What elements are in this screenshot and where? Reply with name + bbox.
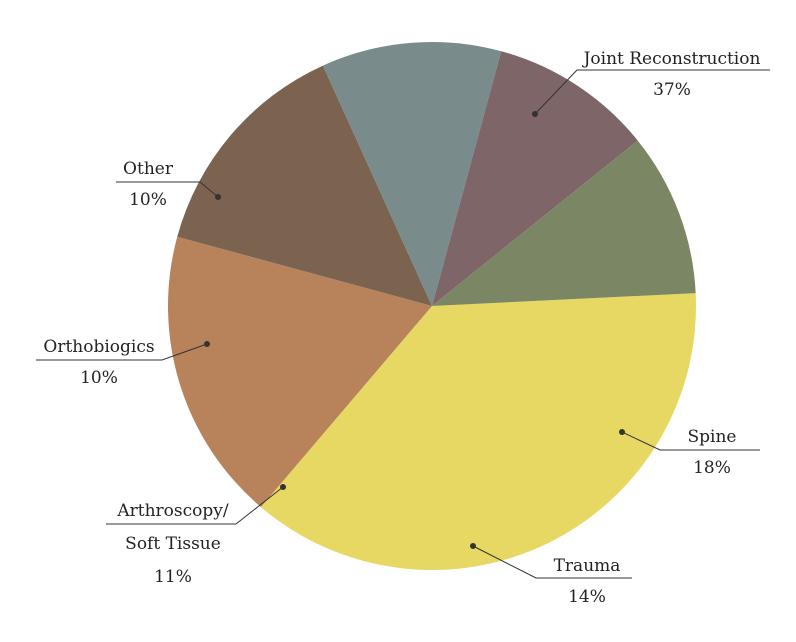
pie-slice-spine bbox=[168, 236, 432, 508]
pie-slice-other bbox=[432, 140, 696, 306]
leader-dot-joint-reconstruction bbox=[532, 111, 538, 117]
leader-dot-spine bbox=[619, 429, 625, 435]
slice-label-orthobiogics: Orthobiogics bbox=[43, 337, 154, 357]
leader-dot-orthobiogics bbox=[204, 341, 210, 347]
leader-lines bbox=[36, 69, 770, 579]
leader-line-trauma bbox=[472, 545, 632, 579]
slice-label-other: Other bbox=[123, 159, 174, 179]
slice-label-arthroscopy-soft-tissue-line-2: Soft Tissue bbox=[125, 534, 221, 554]
pie-slice-joint-reconstruction bbox=[260, 293, 696, 570]
slice-value-orthobiogics: 10% bbox=[80, 368, 118, 388]
slice-value-trauma: 14% bbox=[568, 587, 606, 607]
slice-label-spine: Spine bbox=[688, 427, 737, 447]
slice-labels: Joint Reconstruction 37% Spine 18% Trauma 14%… bbox=[43, 49, 760, 607]
pie-slice-trauma bbox=[177, 65, 432, 306]
slice-value-other: 10% bbox=[129, 190, 167, 210]
leader-dot-arthroscopy-soft-tissue bbox=[280, 484, 286, 490]
pie-slice-orthobiogics bbox=[432, 51, 638, 306]
leader-dot-other bbox=[215, 194, 221, 200]
slice-label-joint-reconstruction: Joint Reconstruction bbox=[582, 49, 761, 69]
slice-label-arthroscopy-soft-tissue-line-1: Arthroscopy/ bbox=[116, 501, 229, 521]
leader-line-other bbox=[116, 181, 219, 198]
pie-slices bbox=[168, 42, 696, 570]
leader-line-spine bbox=[621, 431, 760, 451]
slice-value-joint-reconstruction: 37% bbox=[653, 80, 691, 100]
leader-dot-trauma bbox=[470, 543, 476, 549]
leader-line-arthroscopy-soft-tissue bbox=[106, 486, 284, 525]
leader-line-orthobiogics bbox=[36, 343, 208, 361]
leader-line-joint-reconstruction bbox=[534, 69, 770, 115]
slice-value-spine: 18% bbox=[693, 458, 731, 478]
slice-label-trauma: Trauma bbox=[554, 556, 621, 576]
pie-slice-arthroscopy-soft-tissue bbox=[322, 42, 502, 307]
slice-value-arthroscopy-soft-tissue: 11% bbox=[154, 567, 192, 587]
